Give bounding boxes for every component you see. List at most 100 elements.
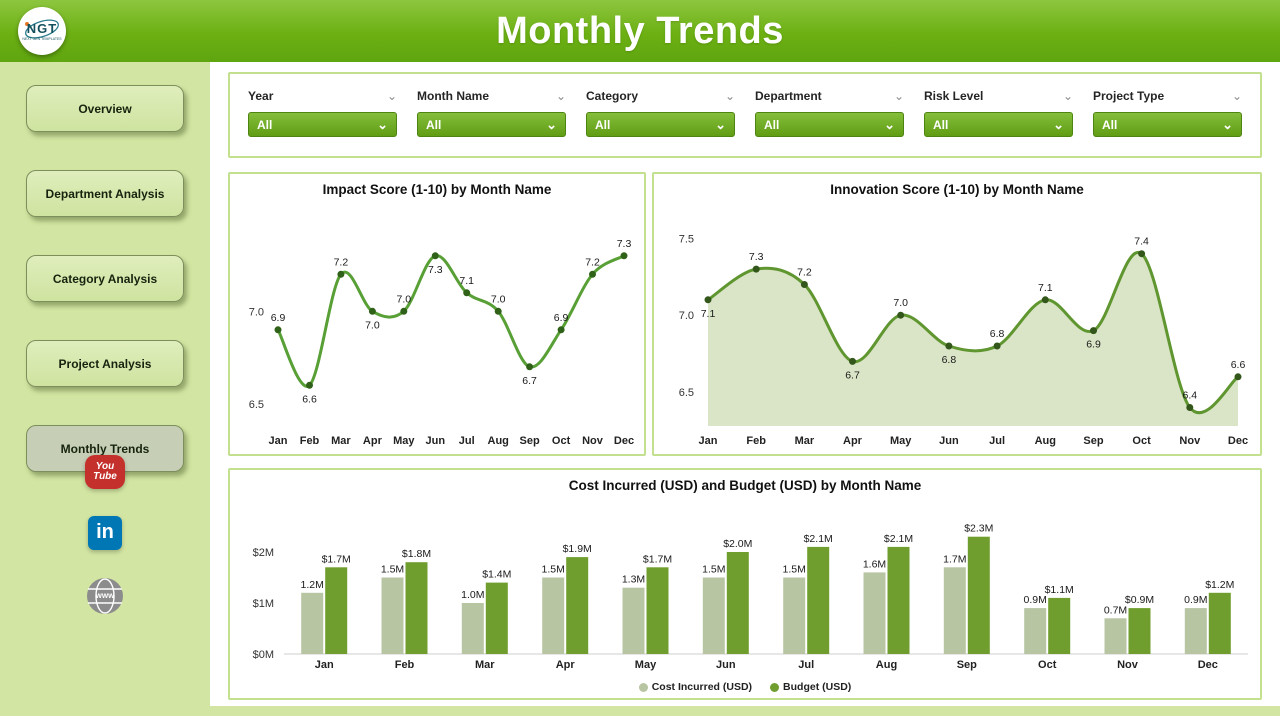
filter-risk-level-dropdown[interactable]: All ⌄: [924, 112, 1073, 137]
svg-text:7.0: 7.0: [491, 293, 506, 305]
svg-text:6.7: 6.7: [845, 369, 860, 381]
innovation-score-chart-title: Innovation Score (1-10) by Month Name: [830, 182, 1084, 197]
svg-text:Mar: Mar: [331, 435, 351, 447]
svg-text:7.2: 7.2: [334, 256, 349, 268]
legend-item-budget[interactable]: Budget (USD): [770, 681, 851, 693]
svg-text:Sep: Sep: [957, 659, 977, 671]
svg-text:Sep: Sep: [520, 435, 540, 447]
sidebar-item-category-analysis[interactable]: Category Analysis: [26, 255, 184, 302]
social-links: You Tube in www: [0, 455, 210, 615]
svg-text:Jul: Jul: [989, 435, 1005, 447]
filter-department-dropdown[interactable]: All ⌄: [755, 112, 904, 137]
sidebar-item-overview[interactable]: Overview: [26, 85, 184, 132]
svg-text:1.5M: 1.5M: [702, 564, 725, 576]
filter-month-name-value: All: [426, 117, 442, 132]
svg-text:Jun: Jun: [939, 435, 959, 447]
svg-text:7.3: 7.3: [617, 238, 632, 250]
svg-text:Dec: Dec: [614, 435, 634, 447]
svg-text:May: May: [635, 659, 657, 671]
cost-budget-chart-title: Cost Incurred (USD) and Budget (USD) by …: [568, 478, 922, 493]
svg-text:$1.8M: $1.8M: [402, 548, 431, 560]
svg-text:7.3: 7.3: [749, 251, 764, 263]
svg-text:Nov: Nov: [1117, 659, 1139, 671]
svg-text:7.0: 7.0: [249, 306, 264, 318]
filter-category-dropdown[interactable]: All ⌄: [586, 112, 735, 137]
chevron-down-icon[interactable]: ⌄: [1231, 89, 1242, 103]
svg-text:Oct: Oct: [552, 435, 571, 447]
chart-legend: Cost Incurred (USD) Budget (USD): [230, 681, 1260, 693]
legend-dot-cost: [638, 682, 648, 692]
svg-text:Aug: Aug: [876, 659, 897, 671]
filter-year-value: All: [257, 117, 273, 132]
svg-text:$0.9M: $0.9M: [1125, 594, 1154, 606]
svg-text:Feb: Feb: [300, 435, 320, 447]
chevron-down-icon[interactable]: ⌄: [1062, 89, 1073, 103]
filter-department: Department ⌄ All ⌄: [751, 88, 908, 156]
svg-text:1.5M: 1.5M: [542, 564, 565, 576]
svg-text:7.5: 7.5: [679, 233, 694, 245]
svg-text:6.9: 6.9: [554, 312, 569, 324]
filter-category-label: Category: [586, 89, 639, 103]
svg-text:1.7M: 1.7M: [943, 553, 966, 565]
cost-budget-bar-chart[interactable]: $0M $1M $2M Jan 1.2M $1.7M Feb 1.5M $1.8M Mar 1.0M…: [232, 500, 1258, 672]
youtube-icon[interactable]: You Tube: [85, 455, 125, 489]
svg-text:Dec: Dec: [1198, 659, 1218, 671]
chevron-down-icon: ⌄: [1053, 116, 1064, 132]
legend-label-budget: Budget (USD): [783, 681, 852, 693]
svg-text:7.3: 7.3: [428, 264, 443, 276]
chevron-down-icon: ⌄: [546, 116, 557, 132]
impact-score-chart-panel: Impact Score (1-10) by Month Name 6.9 6.6…: [228, 172, 646, 456]
filter-month-name-dropdown[interactable]: All ⌄: [417, 112, 566, 137]
svg-text:0.7M: 0.7M: [1104, 604, 1127, 616]
svg-text:Mar: Mar: [795, 435, 815, 447]
sidebar-item-department-analysis[interactable]: Department Analysis: [26, 170, 184, 217]
svg-text:1.2M: 1.2M: [301, 579, 324, 591]
svg-text:6.9: 6.9: [1086, 339, 1101, 351]
svg-text:6.9: 6.9: [271, 312, 286, 324]
svg-text:Mar: Mar: [475, 659, 495, 671]
svg-text:Sep: Sep: [1083, 435, 1103, 447]
filter-project-type-value: All: [1102, 117, 1118, 132]
filter-category-value: All: [595, 117, 611, 132]
svg-text:Jan: Jan: [269, 435, 288, 447]
filter-year-label: Year: [248, 89, 274, 103]
chevron-down-icon[interactable]: ⌄: [724, 89, 735, 103]
web-text: www: [95, 591, 115, 600]
svg-text:Feb: Feb: [395, 659, 415, 671]
svg-text:$2.3M: $2.3M: [964, 523, 993, 535]
svg-text:$1M: $1M: [253, 598, 274, 610]
svg-text:6.5: 6.5: [679, 387, 694, 399]
svg-text:6.8: 6.8: [990, 328, 1005, 340]
linkedin-icon[interactable]: in: [88, 516, 122, 550]
svg-text:Nov: Nov: [1179, 435, 1201, 447]
svg-text:1.5M: 1.5M: [381, 564, 404, 576]
legend-item-cost[interactable]: Cost Incurred (USD): [638, 681, 752, 693]
innovation-score-chart-panel: Innovation Score (1-10) by Month Name 7.…: [652, 172, 1262, 456]
svg-text:7.4: 7.4: [1134, 236, 1149, 248]
chevron-down-icon[interactable]: ⌄: [893, 89, 904, 103]
svg-text:Dec: Dec: [1228, 435, 1248, 447]
youtube-text-top: You: [95, 461, 115, 472]
filter-project-type-dropdown[interactable]: All ⌄: [1093, 112, 1242, 137]
innovation-score-area-chart[interactable]: 7.1 7.3 7.2 6.7 7.0 6.8 6.8 7.1 6.9 7.4 6.4 6.6 6.5 7…: [656, 204, 1258, 452]
chevron-down-icon: ⌄: [1222, 116, 1233, 132]
svg-text:Jan: Jan: [699, 435, 718, 447]
filter-category: Category ⌄ All ⌄: [582, 88, 739, 156]
web-globe-icon[interactable]: www: [86, 577, 124, 615]
svg-text:$1.2M: $1.2M: [1205, 579, 1234, 591]
sidebar-item-project-analysis[interactable]: Project Analysis: [26, 340, 184, 387]
chevron-down-icon[interactable]: ⌄: [555, 89, 566, 103]
filter-year-dropdown[interactable]: All ⌄: [248, 112, 397, 137]
svg-text:7.0: 7.0: [365, 319, 380, 331]
svg-text:7.1: 7.1: [459, 275, 474, 287]
svg-text:1.3M: 1.3M: [622, 574, 645, 586]
filter-risk-level-value: All: [933, 117, 949, 132]
svg-text:1.0M: 1.0M: [461, 589, 484, 601]
chevron-down-icon[interactable]: ⌄: [386, 89, 397, 103]
impact-score-line-chart[interactable]: 6.9 6.6 7.2 7.0 7.0 7.3 7.1 7.0 6.7 6.9 7.2 7.3 6.5 7…: [232, 204, 642, 452]
svg-text:Oct: Oct: [1038, 659, 1057, 671]
svg-text:$0M: $0M: [253, 649, 274, 661]
sidebar-item-monthly-trends[interactable]: Monthly Trends: [26, 425, 184, 472]
svg-text:6.7: 6.7: [522, 375, 537, 387]
